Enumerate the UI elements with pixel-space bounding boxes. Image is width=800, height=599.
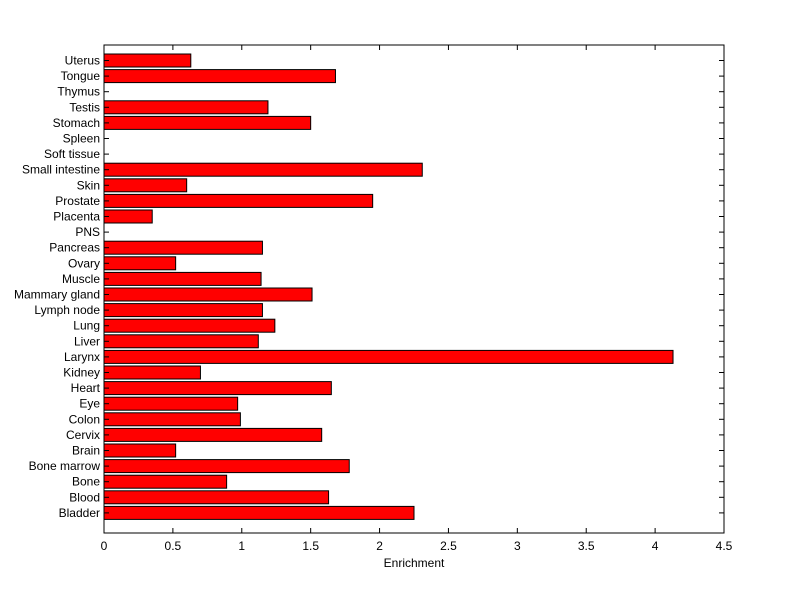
- category-label-spleen: Spleen: [63, 132, 100, 146]
- x-tick-label-5: 2.5: [440, 539, 457, 553]
- category-label-colon: Colon: [69, 412, 100, 426]
- category-label-liver: Liver: [74, 334, 100, 348]
- bars-layer: [103, 53, 674, 520]
- bar-mammary-gland: [103, 287, 313, 302]
- category-label-lung: Lung: [73, 319, 100, 333]
- bar-skin: [103, 178, 188, 193]
- category-label-uterus: Uterus: [65, 54, 100, 68]
- x-axis-label: Enrichment: [384, 556, 445, 570]
- bar-small-intestine: [103, 162, 423, 177]
- bar-tongue: [103, 69, 336, 84]
- category-label-soft-tissue: Soft tissue: [44, 147, 100, 161]
- category-label-bladder: Bladder: [59, 506, 100, 520]
- x-tick-label-1: 0.5: [165, 539, 182, 553]
- bar-bone-marrow: [103, 459, 350, 474]
- bar-ovary: [103, 256, 177, 271]
- category-label-bone-marrow: Bone marrow: [29, 459, 101, 473]
- x-tick-label-8: 4: [652, 539, 659, 553]
- bar-lung: [103, 318, 276, 333]
- category-label-bone: Bone: [72, 475, 100, 489]
- x-tick-label-4: 2: [376, 539, 383, 553]
- bar-heart: [103, 381, 332, 396]
- bar-cervix: [103, 427, 323, 442]
- x-tick-label-7: 3.5: [578, 539, 595, 553]
- category-label-cervix: Cervix: [66, 428, 100, 442]
- bar-brain: [103, 443, 177, 458]
- category-label-tongue: Tongue: [61, 69, 101, 83]
- x-tick-labels: 0 0.5 1 1.5 2 2.5 3 3.5 4 4.5: [101, 539, 733, 553]
- x-tick-label-2: 1: [238, 539, 245, 553]
- ticks-layer: [103, 45, 725, 533]
- category-label-brain: Brain: [72, 444, 100, 458]
- category-label-blood: Blood: [69, 490, 100, 504]
- bar-placenta: [103, 209, 153, 224]
- category-label-testis: Testis: [69, 100, 100, 114]
- category-label-mammary-gland: Mammary gland: [14, 288, 100, 302]
- category-label-muscle: Muscle: [62, 272, 100, 286]
- category-label-prostate: Prostate: [55, 194, 100, 208]
- category-label-heart: Heart: [71, 381, 101, 395]
- category-label-pns: PNS: [75, 225, 100, 239]
- x-tick-label-9: 4.5: [716, 539, 733, 553]
- bar-testis: [103, 100, 269, 115]
- bar-bladder: [103, 505, 415, 520]
- category-label-ovary: Ovary: [68, 256, 100, 270]
- category-label-larynx: Larynx: [64, 350, 100, 364]
- bar-colon: [103, 412, 241, 427]
- category-label-thymus: Thymus: [57, 85, 100, 99]
- category-label-placenta: Placenta: [53, 210, 100, 224]
- bar-lymph-node: [103, 303, 263, 318]
- bar-liver: [103, 334, 259, 349]
- bar-bone: [103, 474, 228, 489]
- category-label-pancreas: Pancreas: [49, 241, 100, 255]
- x-tick-label-0: 0: [101, 539, 108, 553]
- category-label-skin: Skin: [77, 178, 100, 192]
- bar-eye: [103, 396, 239, 411]
- x-tick-label-3: 1.5: [302, 539, 319, 553]
- bar-stomach: [103, 115, 312, 130]
- bar-larynx: [103, 349, 674, 364]
- category-label-lymph-node: Lymph node: [34, 303, 100, 317]
- category-label-kidney: Kidney: [63, 366, 100, 380]
- bar-pancreas: [103, 240, 263, 255]
- bar-blood: [103, 490, 330, 505]
- bar-kidney: [103, 365, 201, 380]
- category-label-stomach: Stomach: [53, 116, 100, 130]
- category-label-eye: Eye: [79, 397, 100, 411]
- category-label-small-intestine: Small intestine: [22, 163, 100, 177]
- plot-area-frame: [103, 44, 725, 534]
- bar-muscle: [103, 271, 262, 286]
- bar-uterus: [103, 53, 192, 68]
- bar-prostate: [103, 193, 374, 208]
- x-tick-label-6: 3: [514, 539, 521, 553]
